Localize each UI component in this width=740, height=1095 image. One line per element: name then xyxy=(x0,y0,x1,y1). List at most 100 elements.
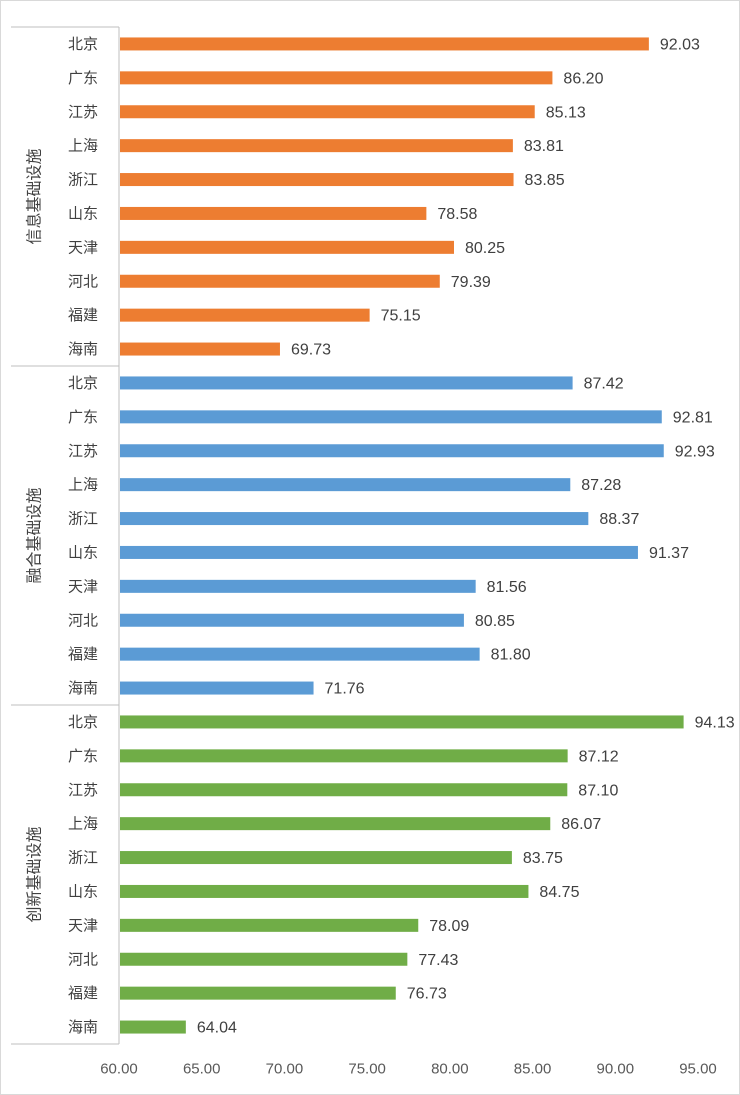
bar xyxy=(120,851,512,865)
category-label: 海南 xyxy=(68,340,98,358)
category-label: 海南 xyxy=(68,1018,98,1036)
value-label: 76.73 xyxy=(407,986,447,1003)
value-label: 81.80 xyxy=(491,647,531,664)
bar xyxy=(120,681,314,695)
category-label: 河北 xyxy=(68,272,98,290)
bar xyxy=(120,749,568,763)
value-label: 83.75 xyxy=(523,850,563,867)
category-label: 浙江 xyxy=(68,171,98,189)
bars-layer xyxy=(120,37,684,1034)
category-label: 河北 xyxy=(68,611,98,629)
bar xyxy=(120,545,638,559)
bar xyxy=(120,444,664,458)
category-label: 江苏 xyxy=(68,781,98,799)
bar xyxy=(120,240,454,254)
group-label: 融合基础设施 xyxy=(25,487,44,583)
value-label: 71.76 xyxy=(325,681,365,698)
value-label: 80.85 xyxy=(475,613,515,630)
category-label: 北京 xyxy=(68,374,98,392)
category-label: 北京 xyxy=(68,713,98,731)
bar xyxy=(120,173,514,187)
bar xyxy=(120,613,464,627)
category-label: 江苏 xyxy=(68,442,98,460)
value-label: 86.20 xyxy=(563,70,603,87)
bar xyxy=(120,783,568,797)
value-label: 64.04 xyxy=(197,1020,237,1037)
bar xyxy=(120,71,553,85)
bar xyxy=(120,139,513,153)
bar xyxy=(120,478,571,492)
bar xyxy=(120,105,535,119)
category-label: 河北 xyxy=(68,950,98,968)
category-label: 上海 xyxy=(68,815,98,833)
bar xyxy=(120,952,408,966)
category-label: 山东 xyxy=(68,543,98,561)
value-label: 83.85 xyxy=(525,172,565,189)
value-label: 85.13 xyxy=(546,104,586,121)
value-label: 92.93 xyxy=(675,443,715,460)
category-label: 山东 xyxy=(68,882,98,900)
value-label: 88.37 xyxy=(599,511,639,528)
bar xyxy=(120,206,427,220)
bar xyxy=(120,1020,186,1034)
value-label: 79.39 xyxy=(451,274,491,291)
bar xyxy=(120,918,419,932)
axes-layer xyxy=(11,26,120,1045)
x-tick-label: 85.00 xyxy=(514,1061,552,1078)
category-label: 天津 xyxy=(68,238,98,256)
category-label: 江苏 xyxy=(68,103,98,121)
value-label: 91.37 xyxy=(649,545,689,562)
value-label: 92.81 xyxy=(673,409,713,426)
bar xyxy=(120,512,589,526)
value-label: 81.56 xyxy=(487,579,527,596)
value-label: 87.28 xyxy=(581,477,621,494)
x-tick-label: 70.00 xyxy=(266,1061,304,1078)
value-label: 77.43 xyxy=(418,952,458,969)
x-tick-label: 90.00 xyxy=(597,1061,635,1078)
value-label: 80.25 xyxy=(465,240,505,257)
category-label: 福建 xyxy=(68,645,98,663)
value-label: 78.58 xyxy=(437,206,477,223)
category-label: 广东 xyxy=(68,747,98,765)
category-label: 上海 xyxy=(68,476,98,494)
bar xyxy=(120,647,480,661)
value-label: 94.13 xyxy=(695,714,735,731)
value-label: 84.75 xyxy=(539,884,579,901)
bar xyxy=(120,715,684,729)
value-label: 87.10 xyxy=(578,782,618,799)
category-label: 北京 xyxy=(68,35,98,53)
category-label: 天津 xyxy=(68,916,98,934)
value-label: 69.73 xyxy=(291,342,331,359)
value-label: 92.03 xyxy=(660,36,700,53)
value-label: 75.15 xyxy=(381,308,421,325)
category-label: 广东 xyxy=(68,408,98,426)
bar xyxy=(120,342,280,356)
category-label: 浙江 xyxy=(68,849,98,867)
value-label: 87.12 xyxy=(579,748,619,765)
bar xyxy=(120,579,476,593)
category-label: 福建 xyxy=(68,984,98,1002)
bar xyxy=(120,884,529,898)
x-tick-label: 60.00 xyxy=(100,1061,138,1078)
bar xyxy=(120,308,370,322)
bar xyxy=(120,410,662,424)
category-label: 海南 xyxy=(68,679,98,697)
category-label: 天津 xyxy=(68,577,98,595)
bar xyxy=(120,376,573,390)
category-label: 山东 xyxy=(68,204,98,222)
bar xyxy=(120,274,440,288)
value-label: 78.09 xyxy=(429,918,469,935)
category-label: 上海 xyxy=(68,137,98,155)
x-tick-label: 95.00 xyxy=(679,1061,717,1078)
category-label: 广东 xyxy=(68,69,98,87)
x-tick-label: 80.00 xyxy=(431,1061,469,1078)
value-label: 86.07 xyxy=(561,816,601,833)
bar xyxy=(120,817,551,831)
group-label: 信息基础设施 xyxy=(25,148,44,244)
bar xyxy=(120,986,396,1000)
category-label: 福建 xyxy=(68,306,98,324)
bar xyxy=(120,37,649,51)
category-label: 浙江 xyxy=(68,510,98,528)
